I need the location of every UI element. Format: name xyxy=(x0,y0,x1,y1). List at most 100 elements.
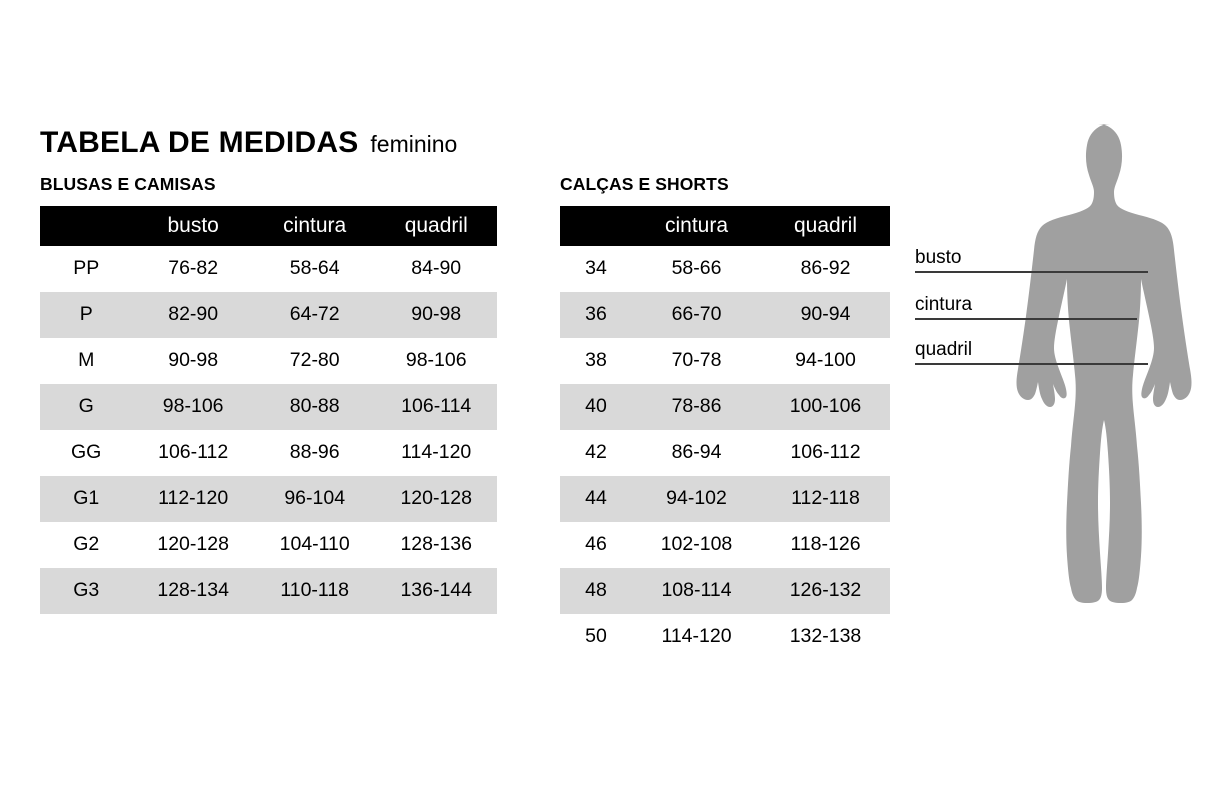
table-row: 44 94-102 112-118 xyxy=(560,475,890,522)
column-header-cintura: cintura xyxy=(253,205,376,246)
size-table-blusas: busto cintura quadril PP 76-82 58-64 84-… xyxy=(40,205,497,614)
cell-size: G2 xyxy=(73,533,100,555)
size-table-blusas-block: BLUSAS E CAMISAS busto cintura quadril P… xyxy=(40,174,497,614)
cell-busto: 90-98 xyxy=(168,349,219,371)
table-row: 48 108-114 126-132 xyxy=(560,567,890,614)
cell-size: M xyxy=(78,349,95,371)
table-row: 42 86-94 106-112 xyxy=(560,430,890,476)
cell-busto: 128-134 xyxy=(132,567,254,614)
measure-label-cintura: cintura xyxy=(915,294,973,315)
page-title: TABELA DE MEDIDAS xyxy=(40,126,359,159)
table-row: 46 102-108 118-126 xyxy=(560,522,890,568)
table-row: M 90-98 72-80 98-106 xyxy=(40,338,497,384)
cell-busto: 98-106 xyxy=(132,383,254,430)
column-header-size xyxy=(560,205,632,246)
table-row: 34 58-66 86-92 xyxy=(560,246,890,292)
cell-size: 34 xyxy=(585,257,607,279)
cell-cintura: 108-114 xyxy=(632,567,761,614)
cell-quadril: 90-94 xyxy=(761,291,890,338)
cell-quadril: 98-106 xyxy=(405,349,467,371)
cell-cintura: 110-118 xyxy=(253,567,376,614)
cell-quadril: 128-136 xyxy=(400,533,473,555)
measure-cintura: cintura xyxy=(915,295,1150,320)
cell-busto: 82-90 xyxy=(132,291,254,338)
cell-quadril: 136-144 xyxy=(375,567,497,614)
column-header-quadril: quadril xyxy=(761,205,890,246)
section-title-blusas: BLUSAS E CAMISAS xyxy=(40,174,216,194)
cell-cintura: 114-120 xyxy=(661,625,732,647)
cell-quadril: 100-106 xyxy=(761,383,890,430)
cell-size: G1 xyxy=(40,475,133,522)
cell-quadril: 118-126 xyxy=(790,533,861,555)
cell-quadril: 120-128 xyxy=(375,475,497,522)
size-table-calcas: cintura quadril 34 58-66 86-92 36 66-70 … xyxy=(560,205,890,660)
measure-line-busto xyxy=(915,271,1148,273)
cell-busto: 112-120 xyxy=(132,475,254,522)
cell-size: 40 xyxy=(560,383,632,430)
cell-quadril: 84-90 xyxy=(411,257,462,279)
table-row: G3 128-134 110-118 136-144 xyxy=(40,567,497,614)
cell-cintura: 78-86 xyxy=(632,383,761,430)
measure-label-busto: busto xyxy=(915,247,962,268)
cell-size: 50 xyxy=(585,625,607,647)
column-header-size xyxy=(40,205,133,246)
cell-size: 48 xyxy=(560,567,632,614)
page-subtitle: feminino xyxy=(370,131,458,157)
measure-line-quadril xyxy=(915,363,1148,365)
table-row: 40 78-86 100-106 xyxy=(560,383,890,430)
page-header: TABELA DE MEDIDAS feminino xyxy=(40,128,457,158)
cell-busto: 120-128 xyxy=(157,533,229,555)
cell-cintura: 58-64 xyxy=(289,257,340,279)
cell-size: 38 xyxy=(585,349,607,371)
cell-cintura: 96-104 xyxy=(253,475,376,522)
cell-quadril: 90-98 xyxy=(375,291,497,338)
size-table-calcas-block: CALÇAS E SHORTS cintura quadril 34 58-66… xyxy=(560,174,890,660)
cell-size: 42 xyxy=(585,441,607,463)
cell-size: 44 xyxy=(560,475,632,522)
table-header-row: busto cintura quadril xyxy=(40,205,497,246)
cell-busto: 106-112 xyxy=(158,441,229,463)
cell-cintura: 88-96 xyxy=(289,441,340,463)
cell-quadril: 112-118 xyxy=(761,475,890,522)
cell-size: 36 xyxy=(560,291,632,338)
cell-cintura: 72-80 xyxy=(289,349,340,371)
measure-label-quadril: quadril xyxy=(915,339,973,360)
table-row: P 82-90 64-72 90-98 xyxy=(40,291,497,338)
cell-cintura: 104-110 xyxy=(279,533,350,555)
cell-quadril: 94-100 xyxy=(795,349,856,371)
table-row: G1 112-120 96-104 120-128 xyxy=(40,475,497,522)
cell-size: G xyxy=(40,383,133,430)
cell-quadril: 86-92 xyxy=(800,257,851,279)
cell-size: GG xyxy=(71,441,102,463)
table-row: G 98-106 80-88 106-114 xyxy=(40,383,497,430)
column-header-cintura: cintura xyxy=(632,205,761,246)
table-row: 38 70-78 94-100 xyxy=(560,338,890,384)
cell-cintura: 70-78 xyxy=(671,349,722,371)
measure-quadril: quadril xyxy=(915,340,1150,365)
table-row: 50 114-120 132-138 xyxy=(560,614,890,660)
section-title-calcas: CALÇAS E SHORTS xyxy=(560,174,729,194)
cell-size: P xyxy=(40,291,133,338)
cell-cintura: 64-72 xyxy=(253,291,376,338)
table-row: G2 120-128 104-110 128-136 xyxy=(40,522,497,568)
cell-size: PP xyxy=(73,257,100,279)
cell-quadril: 106-112 xyxy=(790,441,861,463)
cell-busto: 76-82 xyxy=(168,257,219,279)
cell-cintura: 66-70 xyxy=(632,291,761,338)
column-header-busto: busto xyxy=(132,205,254,246)
cell-size: 46 xyxy=(585,533,607,555)
cell-quadril: 126-132 xyxy=(761,567,890,614)
cell-size: G3 xyxy=(40,567,133,614)
cell-cintura: 102-108 xyxy=(660,533,733,555)
table-row: 36 66-70 90-94 xyxy=(560,291,890,338)
female-silhouette-icon xyxy=(1016,124,1192,603)
table-row: GG 106-112 88-96 114-120 xyxy=(40,430,497,476)
cell-cintura: 58-66 xyxy=(671,257,722,279)
table-header-row: cintura quadril xyxy=(560,205,890,246)
column-header-quadril: quadril xyxy=(375,205,497,246)
measure-line-cintura xyxy=(915,318,1137,320)
measure-busto: busto xyxy=(915,248,1150,273)
table-row: PP 76-82 58-64 84-90 xyxy=(40,246,497,292)
cell-quadril: 132-138 xyxy=(789,625,862,647)
cell-cintura: 80-88 xyxy=(253,383,376,430)
